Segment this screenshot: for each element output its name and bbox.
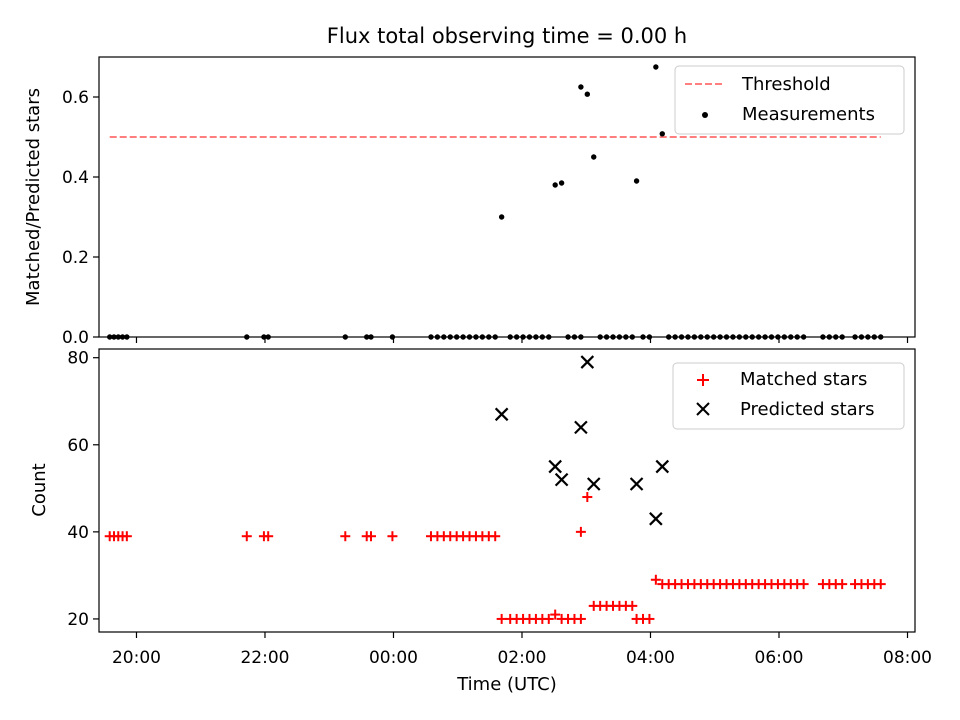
predicted-star-point <box>586 477 601 491</box>
matched-star-point <box>490 531 501 542</box>
matched-star-point <box>496 613 507 624</box>
matched-star-point <box>121 531 132 542</box>
x-tick-label: 08:00 <box>883 648 932 668</box>
bottom-y-ticks: 20 40 60 80 <box>67 349 99 630</box>
bottom-legend: Matched stars Predicted stars <box>672 362 905 430</box>
count-series <box>104 355 886 624</box>
x-tick-label: 20:00 <box>112 648 161 668</box>
bottom-panel: 20:00 22:00 00:00 02:00 04:00 06:00 08:00 20 40… <box>29 348 932 695</box>
x-tick-label: 04:00 <box>626 648 675 668</box>
measurements-legend-label: Measurements <box>742 104 875 125</box>
matched-star-point <box>875 579 886 590</box>
bottom-y-axis-label: Count <box>29 463 50 516</box>
predicted-legend-swatch <box>696 402 710 416</box>
predicted-star-point <box>629 477 644 491</box>
matched-legend-swatch <box>697 374 709 386</box>
matched-star-point <box>387 531 398 542</box>
predicted-star-point <box>580 355 595 369</box>
matched-star-point <box>340 531 351 542</box>
top-y-axis-label: Matched/Predicted stars <box>23 88 44 306</box>
matched-star-point <box>241 531 252 542</box>
bottom-x-ticks: 20:00 22:00 00:00 02:00 04:00 06:00 08:00 <box>112 632 932 668</box>
measurement-point <box>633 178 640 184</box>
matched-star-point <box>366 531 376 542</box>
predicted-star-point <box>548 459 562 474</box>
matched-star-point <box>644 613 655 624</box>
matched-star-point <box>543 613 554 624</box>
matched-star-point <box>550 609 561 620</box>
top-x-ticks <box>135 337 909 343</box>
x-tick-label: 22:00 <box>240 648 289 668</box>
y-tick-label: 80 <box>67 349 89 369</box>
y-tick-label: 0.6 <box>62 88 89 108</box>
y-tick-label: 0.2 <box>62 248 89 268</box>
bottom-plot-frame <box>98 348 916 633</box>
measurements-legend-swatch <box>702 112 708 118</box>
measurement-point <box>578 84 584 90</box>
predicted-star-point <box>554 472 569 487</box>
threshold-legend-label: Threshold <box>741 74 831 95</box>
measurement-point <box>558 180 565 186</box>
measurement-point <box>498 214 505 220</box>
predicted-legend-label: Predicted stars <box>740 399 874 420</box>
matched-star-point <box>575 526 586 537</box>
x-tick-label: 00:00 <box>369 648 418 668</box>
matched-star-point <box>650 574 661 585</box>
y-tick-label: 0.0 <box>62 328 89 348</box>
predicted-star-point <box>494 407 509 422</box>
top-y-ticks: 0.0 0.2 0.4 0.6 <box>62 88 99 348</box>
matched-star-point <box>627 600 638 611</box>
matched-star-point <box>575 613 586 624</box>
y-tick-label: 40 <box>67 523 89 543</box>
measurement-point <box>591 154 597 160</box>
y-tick-label: 60 <box>67 436 89 456</box>
predicted-star-point <box>649 512 663 526</box>
y-tick-label: 20 <box>67 610 89 630</box>
top-plot-frame <box>98 56 916 338</box>
predicted-star-point <box>574 420 588 435</box>
measurement-point <box>584 91 591 97</box>
matched-star-point <box>798 579 809 590</box>
top-panel: 0.0 0.2 0.4 0.6 Matched/Predicted stars Thr… <box>23 56 916 348</box>
top-legend: Threshold Measurements <box>674 65 905 135</box>
measurement-point <box>653 64 659 70</box>
matched-star-point <box>263 531 274 542</box>
measurement-point <box>552 182 558 188</box>
predicted-star-point <box>655 459 670 474</box>
matched-star-point <box>837 579 848 590</box>
matched-star-point <box>582 492 593 503</box>
x-tick-label: 06:00 <box>755 648 804 668</box>
top-chart-title: Flux total observing time = 0.00 h <box>327 24 687 48</box>
x-axis-label: Time (UTC) <box>456 674 557 695</box>
measurement-point <box>659 131 665 137</box>
x-tick-label: 02:00 <box>497 648 546 668</box>
matched-legend-label: Matched stars <box>740 369 867 390</box>
y-tick-label: 0.4 <box>62 168 89 188</box>
